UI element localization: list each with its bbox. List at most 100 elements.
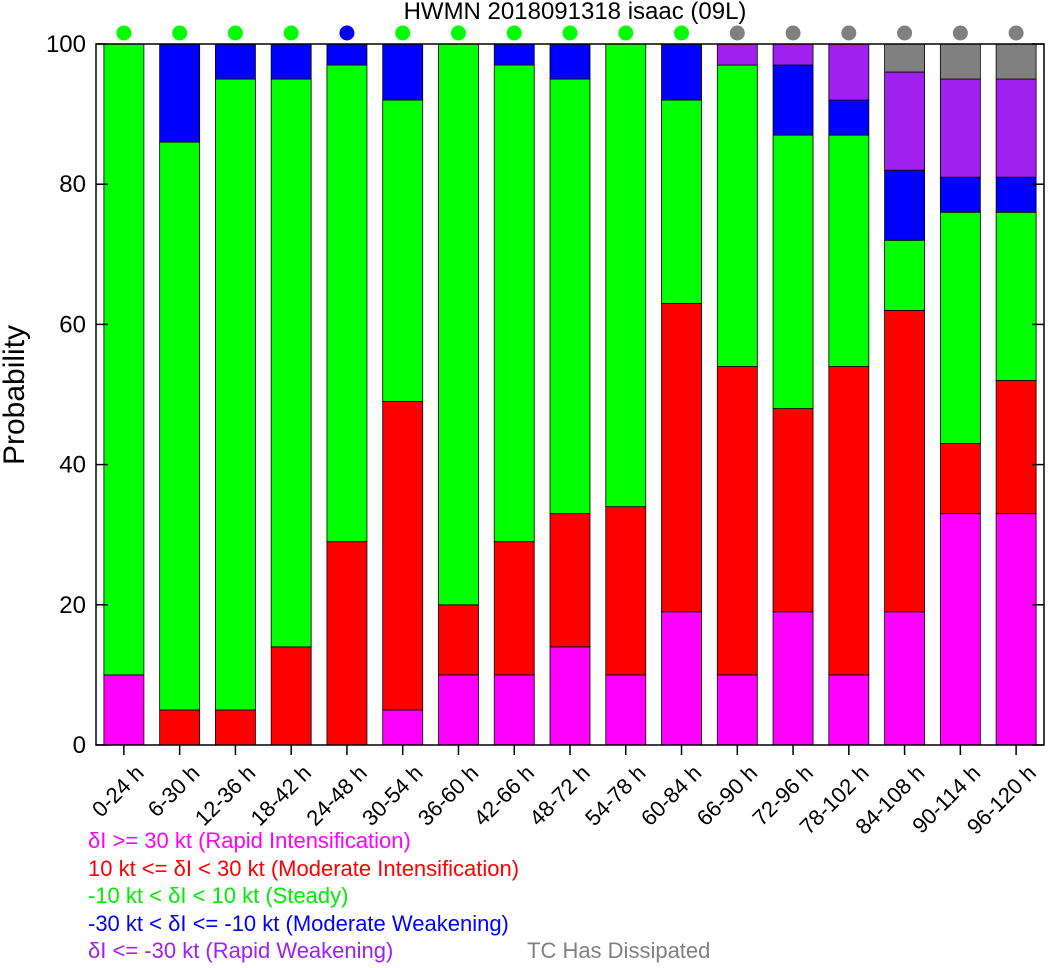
bar-ri-66-90h bbox=[716, 674, 758, 746]
bar-st-30-54h bbox=[382, 99, 424, 402]
bar-mi-18-42h bbox=[270, 646, 312, 746]
y-tick-label: 60 bbox=[59, 311, 86, 338]
bar-mi-84-108h bbox=[884, 309, 925, 613]
bar-st-42-66h bbox=[493, 64, 535, 543]
bars bbox=[103, 43, 1037, 746]
status-dot-66-90h bbox=[729, 25, 745, 41]
x-tick-label: 54-78 h bbox=[580, 760, 650, 830]
bar-st-6-30h bbox=[159, 141, 201, 711]
bar-rw-96-120h bbox=[995, 78, 1037, 178]
legend-st: -10 kt < δI < 10 kt (Steady) bbox=[88, 883, 349, 908]
bar-ri-84-108h bbox=[884, 611, 925, 746]
bar-st-78-102h bbox=[828, 134, 870, 367]
x-tick-label: 36-60 h bbox=[413, 760, 483, 830]
y-tick-label: 0 bbox=[73, 732, 86, 759]
legend-rw: δI <= -30 kt (Rapid Weakening) bbox=[88, 938, 394, 963]
bar-st-36-60h bbox=[438, 43, 479, 606]
bar-st-84-108h bbox=[884, 239, 925, 311]
bar-mw-60-84h bbox=[661, 43, 702, 101]
status-dot-84-108h bbox=[897, 25, 913, 41]
status-dot-6-30h bbox=[172, 25, 188, 41]
bar-mw-48-72h bbox=[549, 43, 591, 80]
status-dot-42-66h bbox=[506, 25, 522, 41]
bar-ri-0-24h bbox=[103, 674, 145, 746]
bar-st-96-120h bbox=[995, 211, 1037, 381]
bar-mw-78-102h bbox=[828, 99, 870, 136]
x-tick-label: 60-84 h bbox=[636, 760, 706, 830]
status-dot-54-78h bbox=[618, 25, 634, 41]
bar-st-0-24h bbox=[103, 43, 145, 676]
bar-mi-36-60h bbox=[438, 604, 479, 676]
x-tick-label: 42-66 h bbox=[469, 760, 539, 830]
status-dot-96-120h bbox=[1008, 25, 1024, 41]
bar-st-54-78h bbox=[605, 43, 647, 508]
bar-mi-72-96h bbox=[772, 408, 814, 613]
bar-ds-90-114h bbox=[939, 43, 981, 80]
bar-rw-84-108h bbox=[884, 71, 925, 171]
bar-ri-60-84h bbox=[661, 611, 702, 746]
y-axis-ticks: 0 20 40 60 80 100 bbox=[46, 31, 1044, 759]
x-tick-label: 0-24 h bbox=[87, 760, 149, 822]
legend-ds: TC Has Dissipated bbox=[527, 938, 711, 963]
y-axis-label: Probability bbox=[0, 325, 31, 465]
x-tick-label: 12-36 h bbox=[190, 760, 260, 830]
bar-ri-96-120h bbox=[995, 513, 1037, 746]
bar-mi-30-54h bbox=[382, 401, 424, 711]
y-tick-label: 20 bbox=[59, 592, 86, 619]
bar-st-48-72h bbox=[549, 78, 591, 515]
bar-mw-90-114h bbox=[939, 176, 981, 213]
bar-ri-54-78h bbox=[605, 674, 647, 746]
bar-ri-78-102h bbox=[828, 674, 870, 746]
status-dots bbox=[116, 25, 1024, 41]
x-tick-label: 18-42 h bbox=[246, 760, 316, 830]
status-dot-12-36h bbox=[227, 25, 243, 41]
status-dot-60-84h bbox=[674, 25, 690, 41]
status-dot-36-60h bbox=[450, 25, 466, 41]
bar-mi-60-84h bbox=[661, 302, 702, 613]
bar-st-90-114h bbox=[939, 211, 981, 444]
bar-st-24-48h bbox=[326, 64, 368, 543]
status-dot-18-42h bbox=[283, 25, 299, 41]
bar-mi-42-66h bbox=[493, 541, 535, 676]
chart-title: HWMN 2018091318 isaac (09L) bbox=[404, 0, 747, 25]
legend-mi: 10 kt <= δI < 30 kt (Moderate Intensific… bbox=[88, 856, 520, 881]
status-dot-48-72h bbox=[562, 25, 578, 41]
bar-mi-54-78h bbox=[605, 506, 647, 676]
x-tick-label: 30-54 h bbox=[357, 760, 427, 830]
bar-mw-6-30h bbox=[159, 43, 201, 143]
bar-st-60-84h bbox=[661, 99, 702, 304]
bar-rw-72-96h bbox=[772, 43, 814, 66]
bar-ri-42-66h bbox=[493, 674, 535, 746]
y-tick-label: 100 bbox=[46, 31, 86, 58]
bar-mi-96-120h bbox=[995, 380, 1037, 515]
bar-mi-48-72h bbox=[549, 513, 591, 648]
bar-mi-66-90h bbox=[716, 366, 758, 676]
bar-ri-72-96h bbox=[772, 611, 814, 746]
bar-mw-72-96h bbox=[772, 64, 814, 136]
bar-st-72-96h bbox=[772, 134, 814, 409]
bar-mw-12-36h bbox=[215, 43, 256, 80]
bar-mw-30-54h bbox=[382, 43, 424, 101]
bar-st-66-90h bbox=[716, 64, 758, 367]
legend-ri: δI >= 30 kt (Rapid Intensification) bbox=[88, 828, 411, 853]
bar-mw-96-120h bbox=[995, 176, 1037, 213]
bar-mi-90-114h bbox=[939, 443, 981, 515]
bar-mw-84-108h bbox=[884, 169, 925, 241]
status-dot-24-48h bbox=[339, 25, 355, 41]
bar-mi-24-48h bbox=[326, 541, 368, 746]
y-tick-label: 40 bbox=[59, 452, 86, 479]
status-dot-30-54h bbox=[395, 25, 411, 41]
bar-ds-84-108h bbox=[884, 43, 925, 73]
legend-mw: -30 kt < δI <= -10 kt (Moderate Weakenin… bbox=[88, 911, 509, 936]
status-dot-0-24h bbox=[116, 25, 132, 41]
bar-mi-6-30h bbox=[159, 709, 201, 746]
bar-st-18-42h bbox=[270, 78, 312, 648]
status-dot-90-114h bbox=[952, 25, 968, 41]
x-axis-ticks: 0-24 h6-30 h12-36 h18-42 h24-48 h30-54 h… bbox=[87, 745, 1041, 839]
bar-mi-12-36h bbox=[215, 709, 256, 746]
bar-ri-30-54h bbox=[382, 709, 424, 746]
x-tick-label: 24-48 h bbox=[301, 760, 371, 830]
status-dot-78-102h bbox=[841, 25, 857, 41]
bar-st-12-36h bbox=[215, 78, 256, 711]
